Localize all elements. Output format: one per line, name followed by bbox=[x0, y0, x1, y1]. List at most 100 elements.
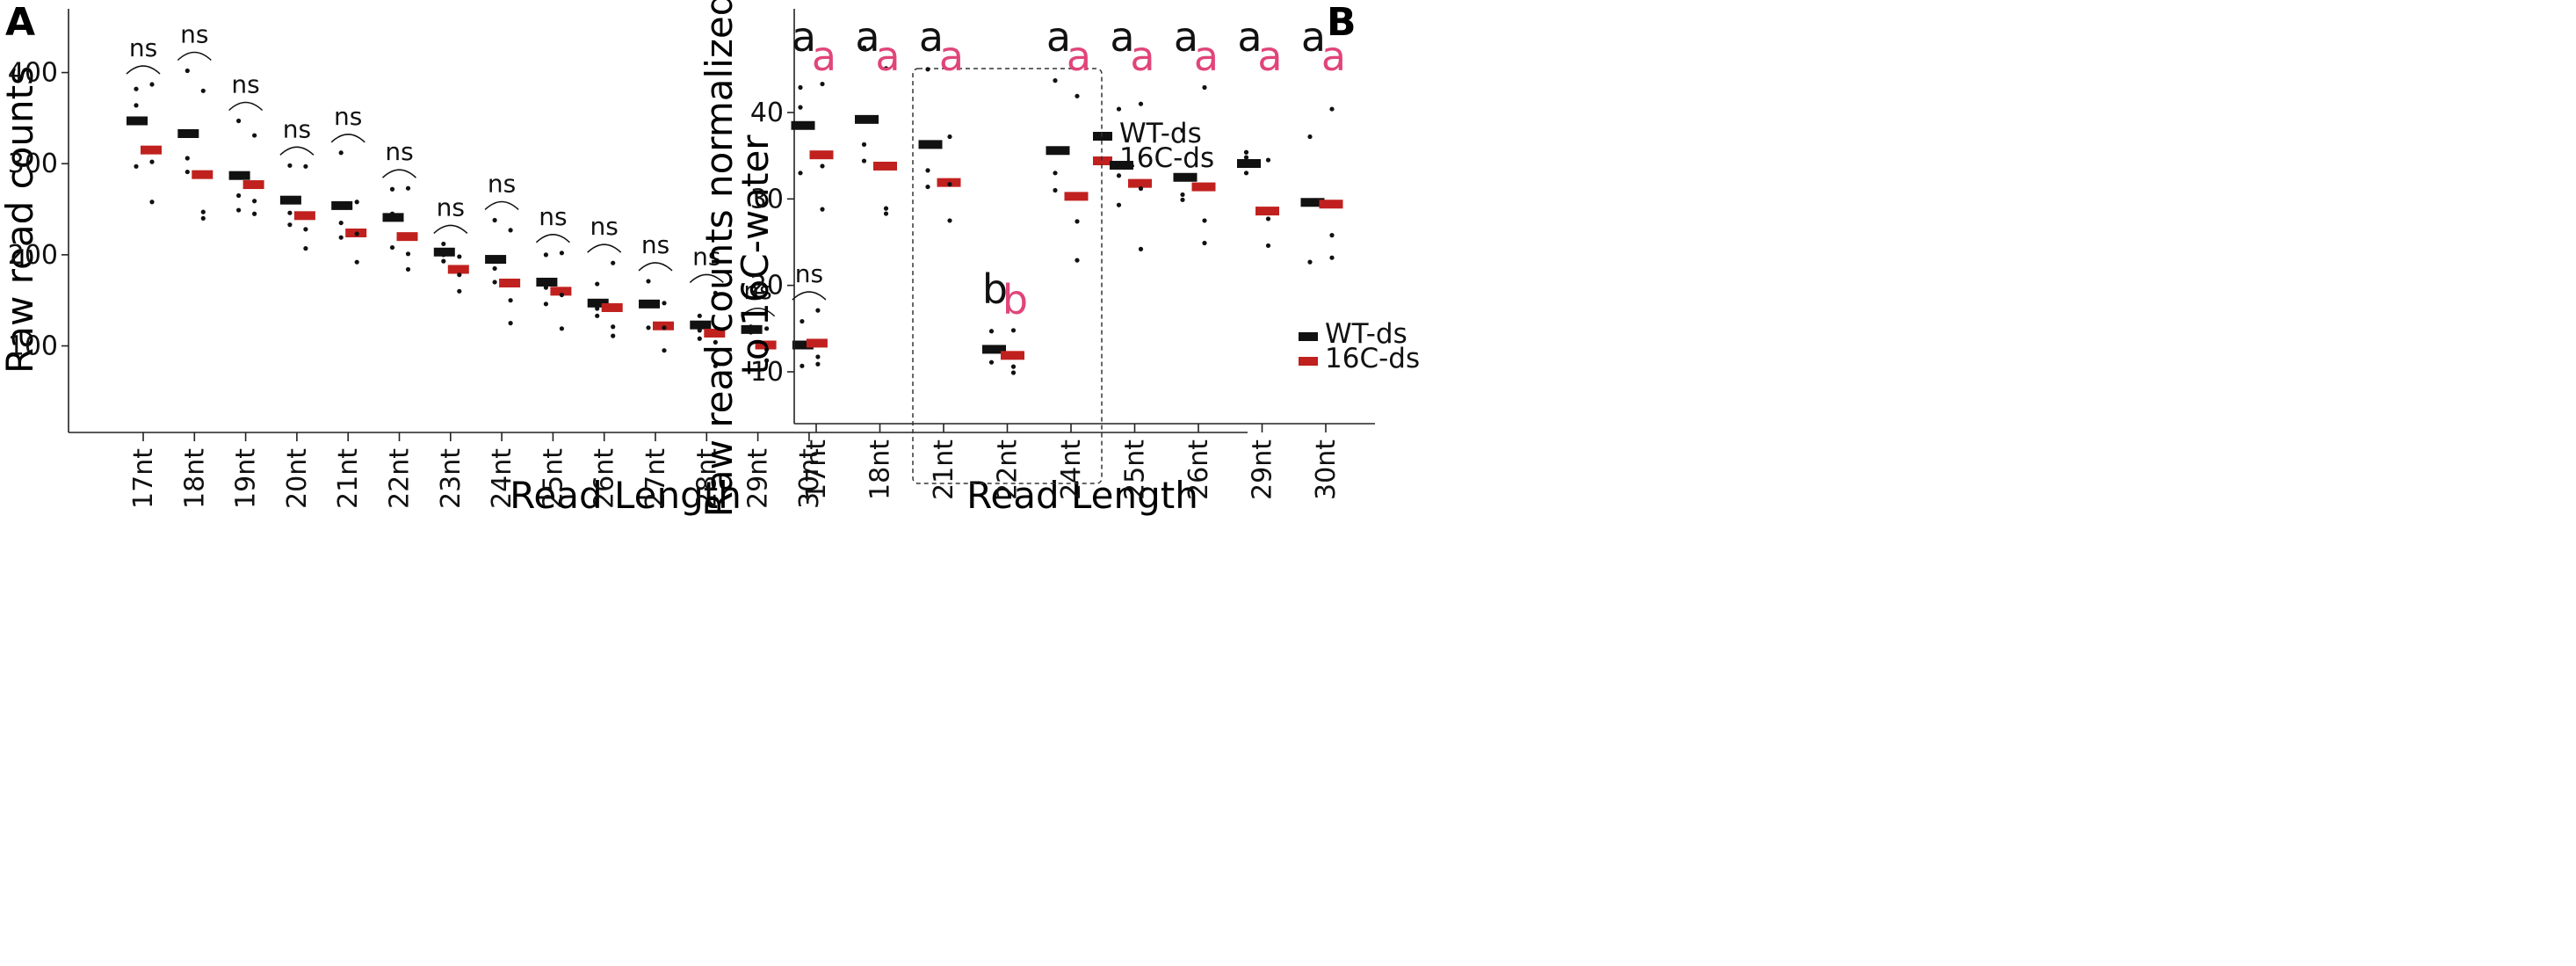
panel-a-ns-label: ns bbox=[283, 114, 311, 143]
panel-a-ns-label: ns bbox=[743, 276, 771, 305]
panel-b-c16-data-point bbox=[820, 207, 825, 212]
panel-a-wt-data-point bbox=[543, 301, 549, 307]
panel-a-ns-bracket bbox=[792, 291, 827, 301]
panel-a-ns-label: ns bbox=[334, 102, 362, 131]
panel-a-x-tick-label: 24nt bbox=[487, 448, 517, 509]
panel-a-wt-data-point bbox=[134, 86, 139, 91]
panel-b-wt-data-point bbox=[1307, 259, 1313, 265]
panel-a-c16-data-point bbox=[508, 228, 513, 233]
panel-a-x-tick-label: 30nt bbox=[794, 448, 825, 509]
panel-a-c16-mean-bar bbox=[806, 338, 828, 348]
panel-a-ns-label: ns bbox=[692, 242, 720, 271]
panel-b-wt-group-letter: a bbox=[1301, 13, 1326, 61]
panel-a-c16-data-point bbox=[200, 215, 206, 222]
panel-b-y-tick-label: 30 bbox=[750, 184, 784, 214]
panel-b-wt-data-point bbox=[861, 45, 867, 50]
panel-a-c16-data-point bbox=[405, 266, 411, 272]
panel-b-wt-data-point bbox=[1180, 128, 1185, 134]
panel-a-c16-data-point bbox=[611, 333, 616, 338]
panel-b-x-tick-label: 29nt bbox=[1248, 439, 1278, 500]
panel-a-ns-bracket bbox=[381, 169, 417, 178]
panel-a-c16-data-point bbox=[713, 290, 718, 296]
panel-a-wt-data-point bbox=[185, 156, 190, 161]
panel-b-x-tick-label: 30nt bbox=[1311, 439, 1342, 500]
panel-b-c16-mean-bar bbox=[809, 150, 834, 160]
panel-b-wt-mean-bar bbox=[1046, 146, 1070, 156]
panel-b-highlight-box bbox=[912, 68, 1103, 484]
panel-b-c16-mean-bar bbox=[1191, 182, 1216, 192]
panel-a-ns-bracket bbox=[433, 224, 468, 234]
panel-b-wt-data-point bbox=[925, 168, 930, 173]
panel-a-wt-data-point bbox=[338, 220, 344, 226]
panel-a-wt-mean-bar bbox=[485, 255, 507, 265]
panel-a-y-tick-label: 200 bbox=[8, 240, 58, 271]
panel-b-c16-data-point bbox=[1329, 106, 1335, 112]
panel-b-c16-group-letter: a bbox=[812, 33, 836, 80]
panel-a-wt-data-point bbox=[389, 244, 395, 251]
panel-a-c16-data-point bbox=[405, 251, 411, 257]
panel-a-ns-bracket bbox=[535, 234, 570, 243]
panel-b-c16-mean-bar bbox=[873, 161, 897, 171]
panel-a-wt-data-point bbox=[646, 279, 651, 284]
panel-a-c16-data-point bbox=[354, 231, 359, 236]
panel-a-y-axis-title: Raw read counts bbox=[0, 66, 41, 374]
panel-a-ns-bracket bbox=[228, 101, 264, 112]
panel-a-wt-data-point bbox=[287, 163, 293, 168]
panel-a-ns-bracket bbox=[587, 243, 622, 253]
panel-b-wt-mean-bar bbox=[982, 345, 1006, 354]
panel-b-c16-group-letter: a bbox=[1130, 33, 1154, 80]
panel-b-wt-data-point bbox=[1243, 149, 1249, 155]
panel-a-c16-data-point bbox=[764, 347, 770, 352]
panel-b-c16-mean-bar bbox=[1319, 200, 1343, 209]
panel-a-ns-bracket bbox=[638, 262, 673, 272]
panel-b-c16-data-point bbox=[1010, 370, 1017, 375]
panel-a-x-tick-label: 19nt bbox=[231, 448, 262, 509]
panel-a-wt-data-point bbox=[595, 306, 600, 311]
panel-b-y-tick-label: 20 bbox=[750, 271, 784, 301]
panel-b-c16-data-point bbox=[1075, 93, 1080, 98]
panel-a-wt-data-point bbox=[543, 285, 549, 290]
panel-a-legend-c16-label: 16C-ds bbox=[1119, 142, 1214, 174]
panel-a-x-tick-label: 21nt bbox=[333, 448, 364, 509]
panel-a-wt-data-point bbox=[595, 281, 600, 287]
panel-a-c16-data-point bbox=[559, 292, 565, 298]
panel-a-c16-data-point bbox=[815, 354, 821, 360]
panel-a-legend-c16-swatch bbox=[1093, 156, 1112, 165]
panel-a-c16-mean-bar bbox=[755, 340, 777, 350]
panel-b-wt-data-point bbox=[861, 142, 867, 147]
panel-a-c16-data-point bbox=[662, 325, 667, 330]
panel-a-c16-data-point bbox=[508, 298, 513, 303]
panel-b-y-axis-title-line-2: to 16C-water bbox=[734, 134, 777, 375]
panel-a-wt-data-point bbox=[492, 265, 497, 272]
panel-b-c16-data-point bbox=[883, 211, 889, 216]
panel-b-c16-data-point bbox=[1202, 240, 1207, 246]
panel-a-wt-data-point bbox=[800, 363, 805, 368]
panel-a-ns-label: ns bbox=[590, 212, 619, 241]
panel-a-c16-data-point bbox=[149, 200, 155, 205]
panel-a-wt-data-point bbox=[697, 313, 702, 318]
panel-a-wt-data-point bbox=[492, 280, 497, 285]
panel-a-wt-mean-bar bbox=[382, 213, 404, 222]
panel-b-wt-mean-bar bbox=[855, 114, 879, 124]
panel-a-c16-data-point bbox=[200, 209, 206, 214]
panel-a-c16-data-point bbox=[713, 339, 718, 345]
panel-b-x-tick-label: 21nt bbox=[929, 439, 959, 500]
panel-b-c16-data-point bbox=[1265, 216, 1271, 222]
panel-a-ns-label: ns bbox=[488, 169, 516, 198]
panel-b-c16-data-point bbox=[883, 206, 889, 211]
panel-a-wt-data-point bbox=[287, 222, 293, 228]
panel-a-wt-mean-bar bbox=[127, 116, 148, 126]
panel-a-c16-data-point bbox=[405, 185, 411, 191]
panel-b-legend-wt-label: WT-ds bbox=[1325, 318, 1407, 350]
panel-a-y-tick-label: 400 bbox=[8, 58, 58, 89]
panel-b-wt-data-point bbox=[1243, 171, 1249, 176]
panel-b-wt-data-point bbox=[988, 360, 995, 365]
panel-b-wt-group-letter: a bbox=[1110, 13, 1134, 61]
panel-a-x-tick-label: 28nt bbox=[691, 448, 722, 509]
panel-b-c16-group-letter: a bbox=[1067, 33, 1091, 80]
panel-b-y-tick-label: 10 bbox=[750, 357, 784, 388]
panel-b-x-axis-title: Read Length bbox=[966, 474, 1198, 517]
panel-b-c16-data-point bbox=[947, 182, 952, 187]
panel-a-wt-data-point bbox=[185, 169, 190, 175]
panel-a-c16-mean-bar bbox=[704, 329, 726, 338]
